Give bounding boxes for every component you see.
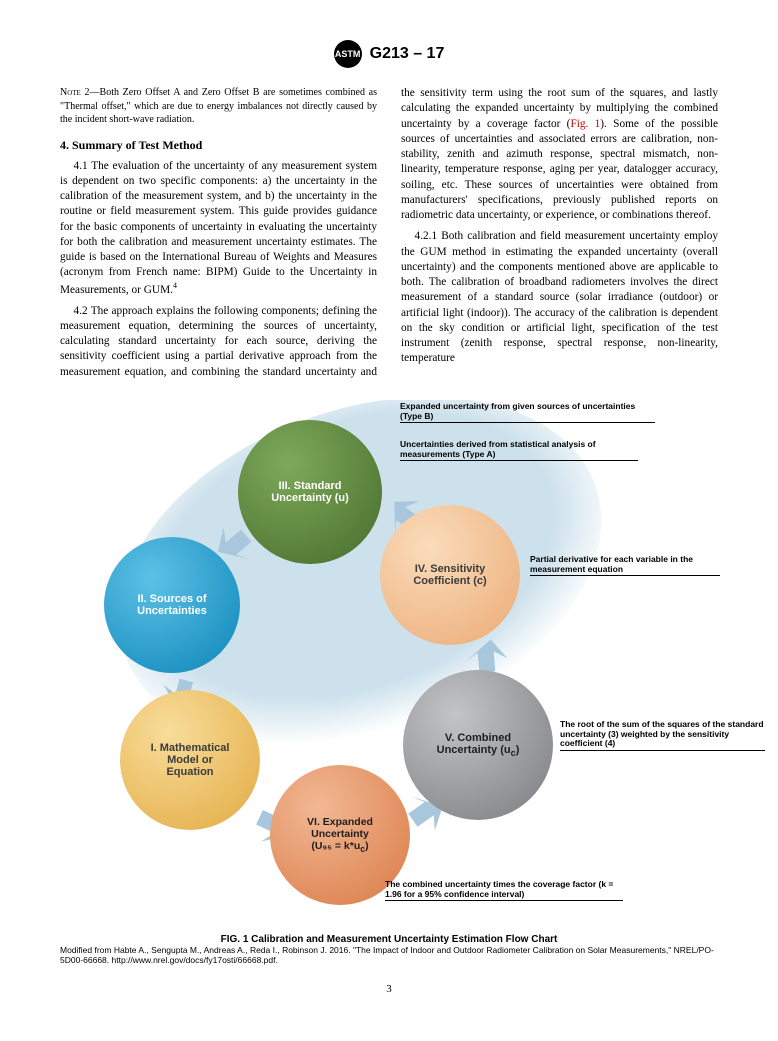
note-label: Note <box>60 87 81 98</box>
note-2: Note 2—Both Zero Offset A and Zero Offse… <box>60 86 377 127</box>
astm-logo-icon: ASTM <box>334 40 362 68</box>
section-4-heading: 4. Summary of Test Method <box>60 137 377 153</box>
node-2-circle <box>104 537 240 673</box>
body-text-columns: Note 2—Both Zero Offset A and Zero Offse… <box>60 86 718 380</box>
para-4-2-1: 4.2.1 Both calibration and field measure… <box>401 229 718 366</box>
annot-combined: The root of the sum of the squares of th… <box>560 720 765 751</box>
node-5-circle <box>403 670 553 820</box>
node-3-circle <box>238 420 382 564</box>
node-4-circle <box>380 505 520 645</box>
node-1-circle <box>120 690 260 830</box>
annot-type-b: Expanded uncertainty from given sources … <box>400 402 655 424</box>
annot-sensitivity: Partial derivative for each variable in … <box>530 555 720 577</box>
footnote-ref-4: 4 <box>173 281 177 290</box>
figure-1: I. Mathematical Model or Equation II. So… <box>60 400 718 930</box>
note-text: 2—Both Zero Offset A and Zero Offset B a… <box>60 87 377 125</box>
page-number: 3 <box>60 983 718 995</box>
para-4-1: 4.1 The evaluation of the uncertainty of… <box>60 159 377 298</box>
figure-1-source: Modified from Habte A., Sengupta M., And… <box>60 945 718 965</box>
doc-id: G213 – 17 <box>370 45 445 63</box>
flowchart-svg <box>60 400 720 920</box>
para-4-1-text: 4.1 The evaluation of the uncertainty of… <box>60 160 377 296</box>
para-4-2-b-post: ). Some of the possible sources of uncer… <box>401 118 718 222</box>
page-header: ASTM G213 – 17 <box>60 40 718 68</box>
annot-type-a: Uncertainties derived from statistical a… <box>400 440 638 462</box>
figure-1-caption: FIG. 1 Calibration and Measurement Uncer… <box>60 934 718 945</box>
annot-expanded: The combined uncertainty times the cover… <box>385 880 623 902</box>
fig-1-link[interactable]: Fig. 1 <box>570 118 600 130</box>
